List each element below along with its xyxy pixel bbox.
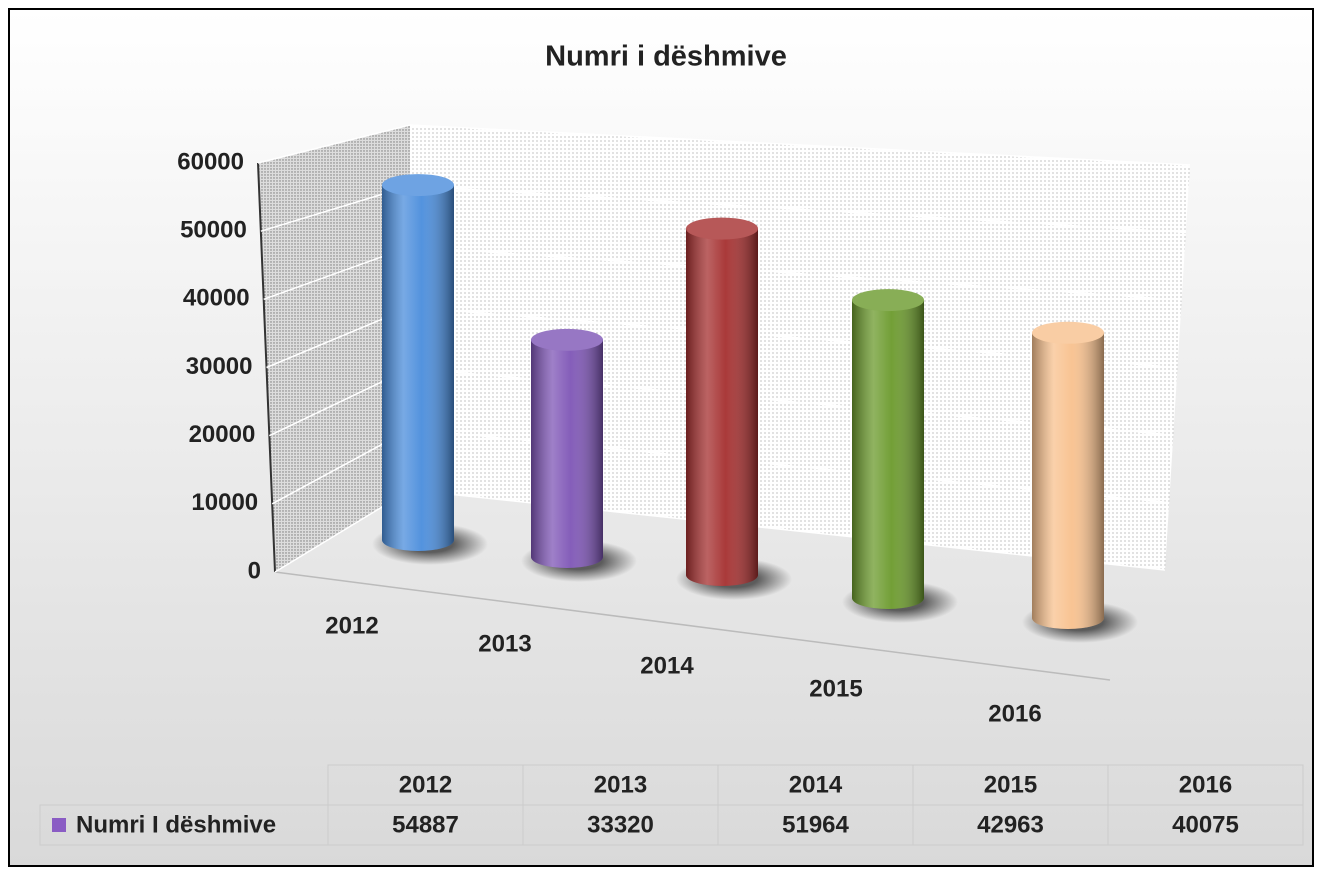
- legend-marker: [52, 818, 66, 832]
- bar-shading: [531, 339, 603, 568]
- table-header: 2016: [1179, 771, 1232, 798]
- bar-shading: [1032, 332, 1104, 629]
- bar-top: [852, 289, 924, 312]
- bar-top-shading: [1032, 321, 1104, 344]
- table-value: 51964: [782, 811, 849, 838]
- y-tick-label: 40000: [183, 285, 250, 312]
- table-header: 2012: [399, 771, 452, 798]
- bar-top-shading: [382, 174, 454, 197]
- legend-label: Numri I dëshmive: [76, 811, 276, 838]
- table-value: 33320: [587, 811, 654, 838]
- x-tick-label: 2016: [988, 700, 1041, 727]
- chart-title: Numri i dëshmive: [545, 41, 787, 73]
- x-tick-label: 2013: [478, 630, 531, 657]
- table-header: 2014: [789, 771, 843, 798]
- grid-line: [257, 124, 1191, 166]
- x-tick-label: 2015: [809, 675, 862, 702]
- y-tick-label: 30000: [186, 353, 253, 380]
- table-value: 42963: [977, 811, 1044, 838]
- y-tick-label: 0: [248, 557, 261, 584]
- bar-shading: [852, 300, 924, 609]
- bar-top: [686, 217, 758, 240]
- bar-top: [1032, 321, 1104, 344]
- bar-top: [531, 328, 603, 351]
- bar-shading: [382, 185, 454, 551]
- y-tick-label: 20000: [189, 421, 256, 448]
- back-wall: [410, 125, 1190, 570]
- data-table: Numri I dëshmive 2012 54887 2013 33320 2014 5…: [39, 764, 1304, 846]
- table-value: 54887: [392, 811, 459, 838]
- bar-shading: [686, 228, 758, 586]
- bar-top-shading: [852, 289, 924, 312]
- bar-top-shading: [531, 328, 603, 351]
- side-wall: [258, 125, 410, 572]
- table-value: 40075: [1172, 811, 1239, 838]
- bar-top-shading: [686, 217, 758, 240]
- x-tick-label: 2012: [325, 612, 378, 639]
- table-header: 2013: [594, 771, 647, 798]
- y-tick-label: 50000: [180, 217, 247, 244]
- bar-top: [382, 174, 454, 197]
- y-tick-label: 10000: [191, 489, 258, 516]
- table-cell: [39, 804, 1304, 846]
- floor-edge: [274, 571, 1111, 681]
- y-tick-label: 60000: [177, 148, 244, 175]
- table-header: 2015: [984, 771, 1037, 798]
- x-tick-label: 2014: [640, 652, 694, 679]
